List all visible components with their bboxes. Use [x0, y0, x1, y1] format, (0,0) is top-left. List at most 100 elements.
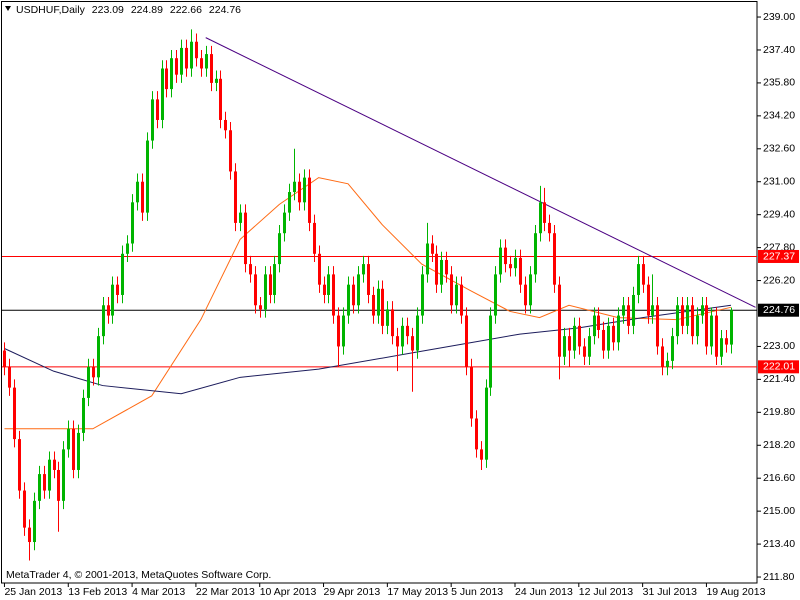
- candle-body: [632, 294, 635, 326]
- candle-body: [259, 305, 262, 310]
- chart-title: USDHUF,Daily 223.09 224.89 222.66 224.76: [16, 4, 241, 16]
- candle-body: [720, 338, 723, 357]
- candle-body: [62, 449, 65, 501]
- candle-body: [249, 264, 252, 275]
- candle-body: [215, 78, 218, 83]
- candle-body: [190, 41, 193, 69]
- candle-body: [269, 274, 272, 295]
- x-tick-label: 5 Jun 2013: [451, 586, 503, 598]
- candle-body: [651, 305, 654, 316]
- candle-body: [8, 367, 11, 388]
- candle-body: [583, 346, 586, 357]
- candle-body: [440, 259, 443, 285]
- candle-body: [38, 474, 41, 501]
- candle-body: [347, 284, 350, 316]
- candle-body: [313, 222, 316, 254]
- candle-body: [691, 305, 694, 337]
- candle-body: [666, 360, 669, 368]
- x-tick-label: 25 Jan 2013: [4, 586, 62, 598]
- candle-body: [327, 274, 330, 295]
- candle-body: [175, 58, 178, 75]
- candle-body: [57, 469, 60, 501]
- candle-body: [131, 202, 134, 244]
- candle-body: [48, 459, 51, 491]
- candle-body: [43, 474, 46, 491]
- indicator-line: [4, 177, 732, 430]
- candle-body: [637, 264, 640, 295]
- candle-body: [696, 315, 699, 337]
- candle-body: [229, 130, 232, 172]
- y-tick-label: 211.80: [763, 571, 794, 583]
- last-low: 222.66: [170, 4, 202, 16]
- candle-body: [357, 274, 360, 306]
- x-tick-label: 29 Apr 2013: [324, 586, 381, 598]
- candle-body: [499, 247, 502, 275]
- candle-body: [686, 305, 689, 326]
- candle-body: [273, 264, 276, 295]
- y-tick-label: 213.40: [763, 538, 795, 550]
- candle-body: [681, 305, 684, 326]
- candle-body: [642, 264, 645, 285]
- candle-body: [509, 264, 512, 269]
- y-tick-label: 229.40: [763, 208, 795, 220]
- candle-body: [337, 315, 340, 347]
- y-tick-label: 223.00: [763, 340, 795, 352]
- candle-body: [165, 68, 168, 90]
- y-tick-label: 216.60: [763, 472, 795, 484]
- candle-body: [67, 428, 70, 450]
- candle-body: [210, 54, 213, 83]
- last-high: 224.89: [131, 4, 163, 16]
- x-tick-label: 19 Aug 2013: [706, 586, 765, 598]
- candle-body: [107, 305, 110, 316]
- y-tick-label: 237.40: [763, 44, 795, 56]
- candle-body: [514, 257, 517, 269]
- candle-body: [219, 78, 222, 120]
- candle-body: [485, 387, 488, 460]
- candle-body: [111, 284, 114, 316]
- y-tick-label: 215.00: [763, 505, 795, 517]
- candle-body: [72, 428, 75, 470]
- candle-body: [401, 325, 404, 347]
- x-tick-label: 31 Jul 2013: [643, 586, 697, 598]
- candle-body: [28, 527, 31, 543]
- candle-body: [597, 315, 600, 330]
- level-label-box: [758, 360, 799, 374]
- candle-body: [298, 181, 301, 203]
- candle-body: [460, 284, 463, 316]
- y-tick-label: 234.20: [763, 110, 795, 122]
- candle-body: [396, 336, 399, 347]
- x-tick-label: 17 May 2013: [387, 586, 448, 598]
- candle-body: [455, 284, 458, 306]
- candle-body: [352, 284, 355, 306]
- candle-body: [367, 264, 370, 295]
- candle-body: [627, 305, 630, 326]
- candle-body: [676, 305, 679, 337]
- x-tick-label: 12 Jul 2013: [579, 586, 633, 598]
- y-tick-label: 239.00: [763, 11, 795, 23]
- candle-body: [13, 387, 16, 440]
- candle-body: [53, 459, 56, 470]
- candle-body: [543, 202, 546, 223]
- candle-body: [416, 315, 419, 351]
- last-open: 223.09: [92, 4, 124, 16]
- y-tick-label: 235.80: [763, 77, 795, 89]
- candle-body: [661, 346, 664, 368]
- candle-body: [136, 181, 139, 203]
- candle-body: [116, 284, 119, 295]
- candle-body: [445, 259, 448, 275]
- candle-body: [377, 288, 380, 316]
- candle-body: [431, 243, 434, 254]
- menu-arrow[interactable]: [5, 6, 11, 11]
- candle-body: [553, 233, 556, 285]
- candle-body: [519, 257, 522, 285]
- candle-body: [465, 315, 468, 368]
- candle-body: [426, 243, 429, 275]
- candle-body: [126, 243, 129, 254]
- last-close: 224.76: [209, 4, 241, 16]
- candle-body: [244, 212, 247, 265]
- candle-body: [254, 274, 257, 306]
- candle-body: [489, 315, 492, 388]
- candle-body: [450, 274, 453, 306]
- candle-body: [92, 367, 95, 378]
